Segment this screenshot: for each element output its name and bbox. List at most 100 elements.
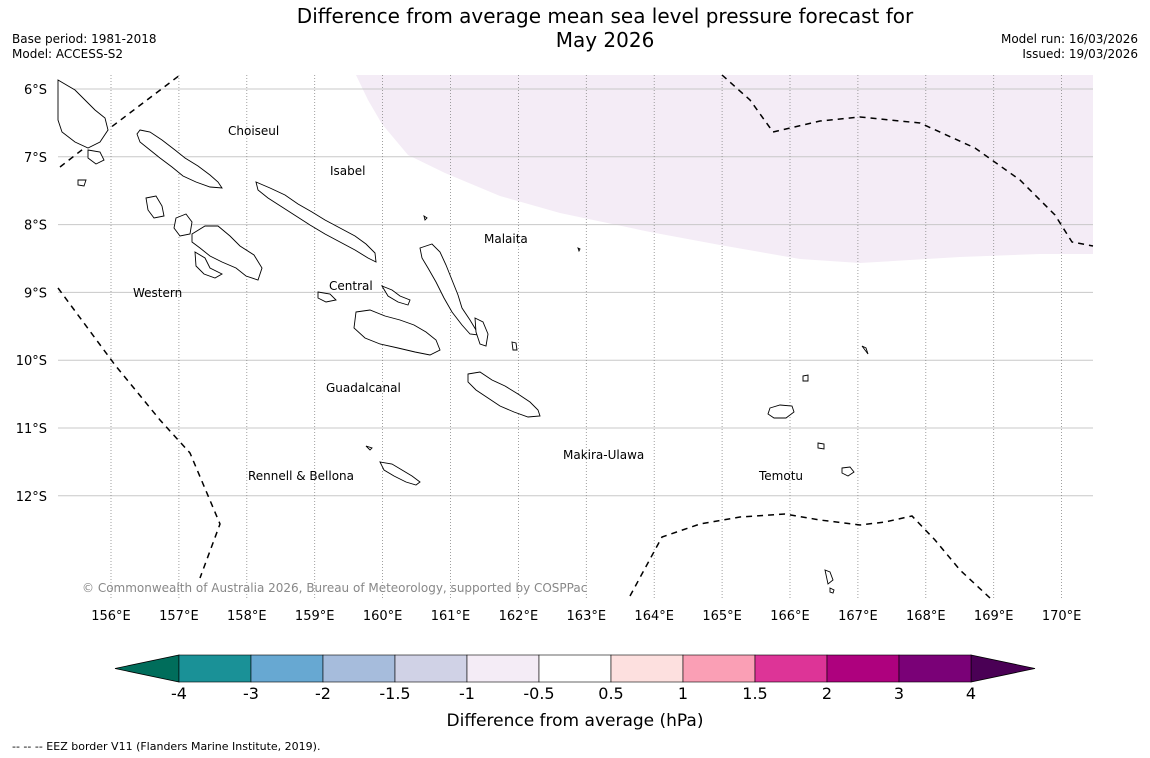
colorbar-swatch xyxy=(682,654,756,683)
model-name: Model: ACCESS-S2 xyxy=(12,47,124,61)
region-labels: Choiseul Isabel Malaita Western Central … xyxy=(133,124,803,483)
colorbar-tick: 0.5 xyxy=(598,684,623,703)
colorbar-label: Difference from average (hPa) xyxy=(447,711,704,731)
colorbar-swatch xyxy=(466,654,540,683)
lon-tick-label: 168°E xyxy=(906,609,946,624)
island-shortland xyxy=(77,179,87,187)
label-western: Western xyxy=(133,286,182,300)
title-line-2: May 2026 xyxy=(555,28,655,52)
eez-border-png-north xyxy=(59,74,181,168)
lat-tick-label: 11°S xyxy=(16,422,47,437)
lat-tick-label: 10°S xyxy=(16,354,47,369)
colorbar-tick: 1.5 xyxy=(742,684,767,703)
lat-tick-label: 12°S xyxy=(16,490,47,505)
colorbar-tick-labels: -4 -3 -2 -1.5 -1 -0.5 0.5 1 1.5 2 3 4 xyxy=(171,684,976,703)
island-bougainville xyxy=(57,79,109,149)
island-florida xyxy=(380,285,411,306)
copyright-notice: © Commonwealth of Australia 2026, Bureau… xyxy=(82,581,587,595)
meta-left: Base period: 1981-2018 Model: ACCESS-S2 xyxy=(12,32,157,62)
lat-tick-label: 7°S xyxy=(24,151,47,166)
lon-tick-label: 163°E xyxy=(567,609,607,624)
label-makira-ulawa: Makira-Ulawa xyxy=(563,448,644,462)
lat-tick-label: 9°S xyxy=(24,286,47,301)
colorbar-tick: -1 xyxy=(459,684,475,703)
lon-tick-label: 165°E xyxy=(702,609,742,624)
lon-tick-label: 156°E xyxy=(91,609,131,624)
lon-tick-label: 169°E xyxy=(974,609,1014,624)
colorbar-tick: 1 xyxy=(678,684,688,703)
latitude-gridlines xyxy=(58,88,1093,497)
colorbar-swatch xyxy=(322,654,396,683)
label-malaita: Malaita xyxy=(484,232,528,246)
colorbar-swatch xyxy=(394,654,468,683)
island-rennell xyxy=(379,461,421,486)
lon-tick-label: 157°E xyxy=(159,609,199,624)
island-duff xyxy=(861,345,869,355)
colorbar-tick: -4 xyxy=(171,684,187,703)
colorbar-over-arrow xyxy=(970,654,1036,683)
island-vella-lavella xyxy=(145,195,165,219)
eez-footnote: -- -- -- EEZ border V11 (Flanders Marine… xyxy=(12,740,321,753)
island-tikopia xyxy=(824,569,834,585)
colorbar-tick: 2 xyxy=(822,684,832,703)
island-sikaiana xyxy=(423,214,428,221)
colorbar-swatch xyxy=(178,654,252,683)
label-temotu: Temotu xyxy=(758,469,803,483)
island-buka-tip xyxy=(87,149,105,165)
island-maramasike xyxy=(474,317,489,347)
label-isabel: Isabel xyxy=(330,164,365,178)
colorbar-tick: 4 xyxy=(966,684,976,703)
lon-tick-label: 160°E xyxy=(363,609,403,624)
colorbar-tick: -0.5 xyxy=(523,684,554,703)
island-isabel xyxy=(255,181,377,263)
label-rennell-bellona: Rennell & Bellona xyxy=(248,469,354,483)
island-kolombangara-group xyxy=(191,225,263,281)
island-rendova xyxy=(194,251,223,279)
lat-tick-label: 6°S xyxy=(24,83,47,98)
colorbar xyxy=(114,654,1036,683)
eez-borders xyxy=(57,74,1094,599)
colorbar-swatch xyxy=(250,654,324,683)
island-russell xyxy=(317,291,337,303)
island-ulawa xyxy=(511,341,518,351)
model-run: Model run: 16/03/2026 xyxy=(1000,32,1138,46)
island-bellona xyxy=(365,445,373,451)
colorbar-tick: -3 xyxy=(243,684,259,703)
island-vanikoro xyxy=(841,466,855,477)
colorbar-tick: -2 xyxy=(315,684,331,703)
lon-tick-label: 159°E xyxy=(295,609,335,624)
colorbar-under-arrow xyxy=(114,654,180,683)
colorbar-swatch xyxy=(898,654,972,683)
map-title: Difference from average mean sea level p… xyxy=(275,4,935,52)
island-makira xyxy=(467,371,541,418)
base-period: Base period: 1981-2018 xyxy=(12,32,157,46)
label-guadalcanal: Guadalcanal xyxy=(326,381,401,395)
lon-tick-label: 164°E xyxy=(634,609,674,624)
island-santa-cruz-ndeni xyxy=(767,404,795,419)
title-line-1: Difference from average mean sea level p… xyxy=(296,4,914,28)
lat-tick-label: 8°S xyxy=(24,219,47,234)
island-choiseul xyxy=(136,129,223,189)
lon-tick-label: 170°E xyxy=(1042,609,1082,624)
colorbar-swatch xyxy=(538,654,612,683)
colorbar-swatch xyxy=(754,654,828,683)
island-malaita xyxy=(419,243,479,336)
label-choiseul: Choiseul xyxy=(228,124,279,138)
colorbar-swatch xyxy=(826,654,900,683)
eez-border-vanuatu-north xyxy=(721,74,1094,247)
issued-date: Issued: 19/03/2026 xyxy=(1022,47,1138,61)
island-guadalcanal xyxy=(353,309,441,356)
island-reef-islands xyxy=(802,374,809,382)
meta-right: Model run: 16/03/2026 Issued: 19/03/2026 xyxy=(1001,32,1138,62)
latitude-labels: 6°S 7°S 8°S 9°S 10°S 11°S 12°S xyxy=(16,83,47,505)
island-ontong-java xyxy=(577,247,581,253)
lon-tick-label: 166°E xyxy=(770,609,810,624)
colorbar-swatch xyxy=(610,654,684,683)
lon-tick-label: 158°E xyxy=(227,609,267,624)
colorbar-tick: -1.5 xyxy=(379,684,410,703)
anomaly-shaded-area xyxy=(356,75,1093,263)
lon-tick-label: 162°E xyxy=(499,609,539,624)
eez-border-west xyxy=(57,287,221,579)
